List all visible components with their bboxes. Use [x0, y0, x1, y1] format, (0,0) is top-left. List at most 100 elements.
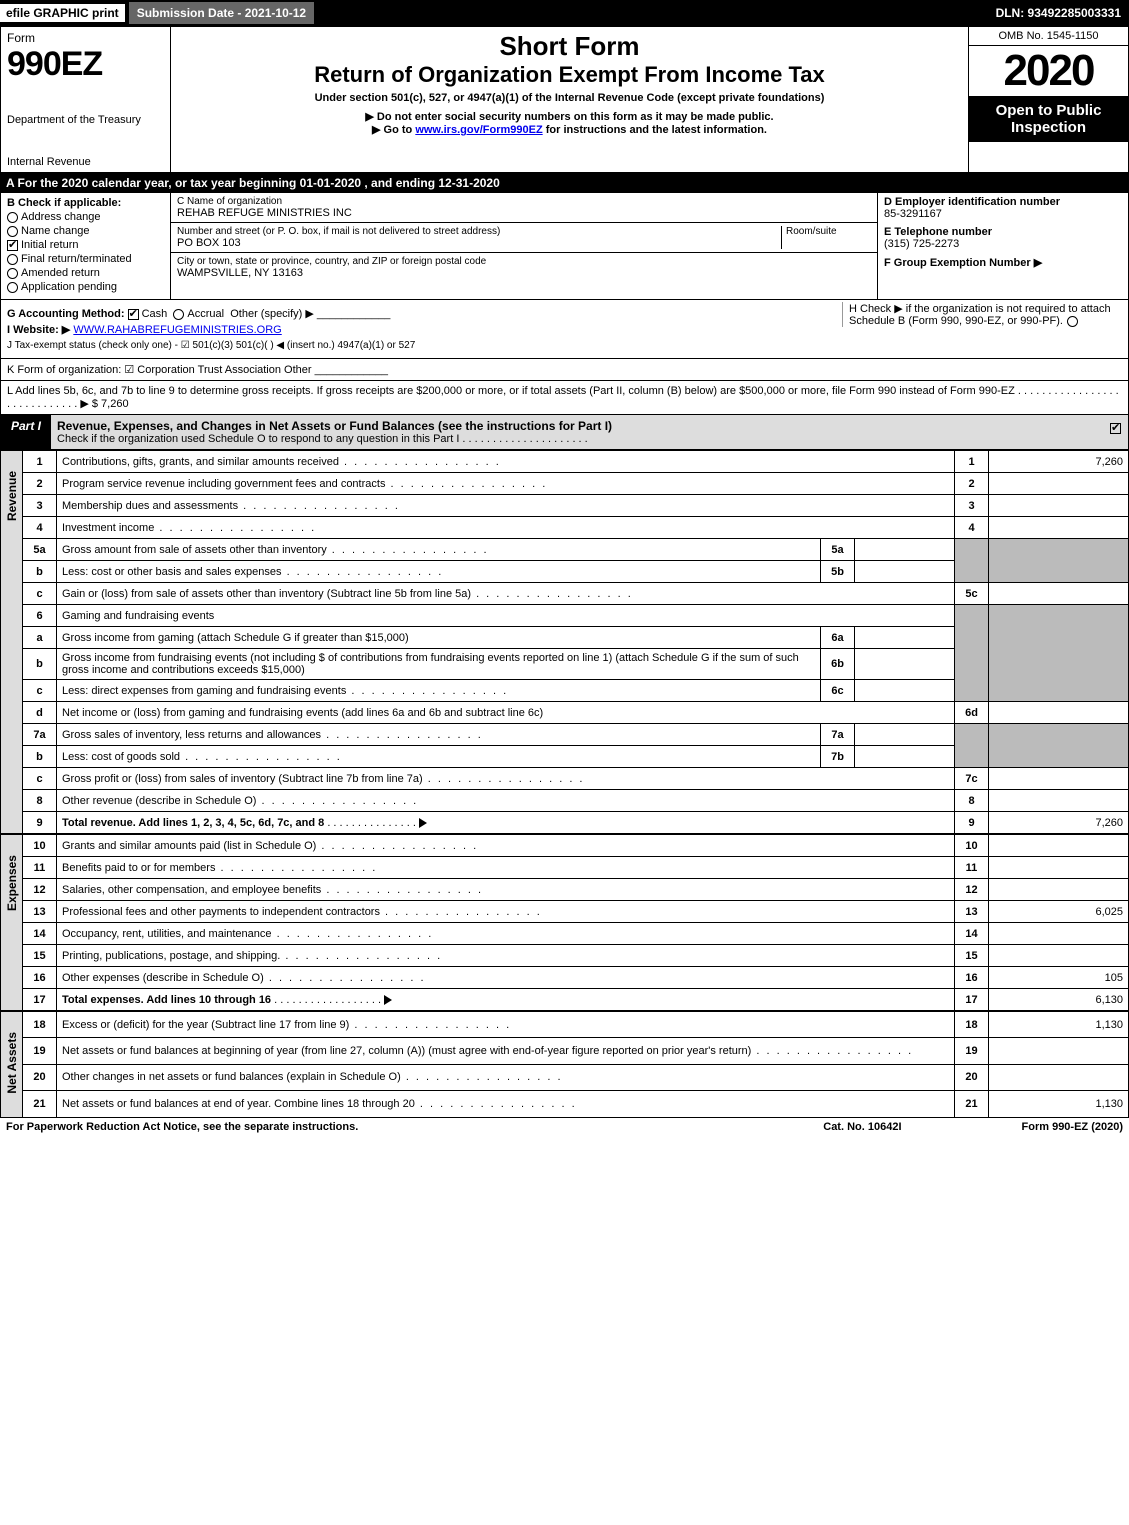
line-6c-subamt	[855, 680, 955, 702]
short-form-title: Short Form	[179, 31, 960, 62]
line-3-amt	[989, 495, 1129, 517]
header-right: OMB No. 1545-1150 2020 Open to Public In…	[968, 27, 1128, 172]
expenses-label: Expenses	[0, 834, 22, 1011]
line-19-amt	[989, 1038, 1129, 1064]
section-ghij: H Check ▶ if the organization is not req…	[0, 300, 1129, 359]
under-section: Under section 501(c), 527, or 4947(a)(1)…	[179, 92, 960, 104]
c-city-value: WAMPSVILLE, NY 13163	[177, 267, 871, 279]
page-footer: For Paperwork Reduction Act Notice, see …	[0, 1118, 1129, 1136]
row-a-tax-year: A For the 2020 calendar year, or tax yea…	[0, 173, 1129, 193]
line-8-desc: Other revenue (describe in Schedule O)	[57, 790, 955, 812]
expenses-section: Expenses 10Grants and similar amounts pa…	[0, 834, 1129, 1011]
goto-line: ▶ Go to www.irs.gov/Form990EZ for instru…	[179, 123, 960, 136]
net-assets-section: Net Assets 18Excess or (deficit) for the…	[0, 1011, 1129, 1118]
c-name-value: REHAB REFUGE MINISTRIES INC	[177, 207, 871, 219]
irs-link[interactable]: www.irs.gov/Form990EZ	[415, 124, 542, 136]
cb-name-change[interactable]: Name change	[7, 225, 164, 237]
dln: DLN: 93492285003331	[988, 2, 1129, 24]
open-to-public: Open to Public Inspection	[969, 96, 1128, 142]
header-mid: Short Form Return of Organization Exempt…	[171, 27, 968, 172]
b-header: B Check if applicable:	[7, 197, 121, 209]
part-i-header: Part I Revenue, Expenses, and Changes in…	[0, 415, 1129, 450]
line-1-desc: Contributions, gifts, grants, and simila…	[57, 451, 955, 473]
cb-amended-return[interactable]: Amended return	[7, 267, 164, 279]
e-tel-value: (315) 725-2273	[884, 238, 1122, 250]
internal-revenue: Internal Revenue	[7, 156, 164, 168]
footer-mid: Cat. No. 10642I	[823, 1121, 901, 1133]
cb-final-return[interactable]: Final return/terminated	[7, 253, 164, 265]
line-7b-desc: Less: cost of goods sold	[57, 746, 821, 768]
cb-cash[interactable]	[128, 309, 139, 320]
form-header: Form 990EZ Department of the Treasury In…	[0, 26, 1129, 173]
line-11-desc: Benefits paid to or for members	[57, 857, 955, 879]
line-18-amt: 1,130	[989, 1012, 1129, 1038]
d-ein-value: 85-3291167	[884, 208, 1122, 220]
top-bar: efile GRAPHIC print Submission Date - 20…	[0, 0, 1129, 26]
line-9-amt: 7,260	[989, 812, 1129, 834]
revenue-section: Revenue 1Contributions, gifts, grants, a…	[0, 450, 1129, 834]
footer-right: Form 990-EZ (2020)	[1022, 1121, 1123, 1133]
line-2-desc: Program service revenue including govern…	[57, 473, 955, 495]
line-11-amt	[989, 857, 1129, 879]
part-i-checkbox[interactable]	[1106, 415, 1128, 449]
cb-address-change[interactable]: Address change	[7, 211, 164, 223]
tax-year: 2020	[969, 46, 1128, 96]
net-assets-label: Net Assets	[0, 1011, 22, 1118]
line-15-amt	[989, 945, 1129, 967]
line-7b-subamt	[855, 746, 955, 768]
col-b-checkboxes: B Check if applicable: Address change Na…	[1, 193, 171, 299]
line-5c-amt	[989, 583, 1129, 605]
part-i-title: Revenue, Expenses, and Changes in Net As…	[51, 415, 1106, 449]
j-tax-exempt: J Tax-exempt status (check only one) - ☑…	[7, 339, 1122, 351]
arrow-icon	[419, 818, 427, 828]
line-17-amt: 6,130	[989, 989, 1129, 1011]
website-link[interactable]: WWW.RAHABREFUGEMINISTRIES.ORG	[73, 324, 281, 336]
header-left: Form 990EZ Department of the Treasury In…	[1, 27, 171, 172]
cb-accrual[interactable]	[173, 309, 184, 320]
h-schedule-b: H Check ▶ if the organization is not req…	[842, 302, 1122, 327]
line-18-desc: Excess or (deficit) for the year (Subtra…	[57, 1012, 955, 1038]
line-4-desc: Investment income	[57, 517, 955, 539]
arrow-icon	[384, 995, 392, 1005]
cb-initial-return[interactable]: Initial return	[7, 239, 164, 251]
line-12-desc: Salaries, other compensation, and employ…	[57, 879, 955, 901]
line-9-desc: Total revenue. Add lines 1, 2, 3, 4, 5c,…	[57, 812, 955, 834]
line-7a-desc: Gross sales of inventory, less returns a…	[57, 724, 821, 746]
col-c-org-info: C Name of organization REHAB REFUGE MINI…	[171, 193, 878, 299]
line-3-desc: Membership dues and assessments	[57, 495, 955, 517]
c-addr-label: Number and street (or P. O. box, if mail…	[177, 226, 781, 237]
cb-application-pending[interactable]: Application pending	[7, 281, 164, 293]
col-d-ein-phone: D Employer identification number 85-3291…	[878, 193, 1128, 299]
submission-date: Submission Date - 2021-10-12	[129, 2, 314, 24]
line-6a-desc: Gross income from gaming (attach Schedul…	[57, 627, 821, 649]
line-14-amt	[989, 923, 1129, 945]
line-14-desc: Occupancy, rent, utilities, and maintena…	[57, 923, 955, 945]
line-5b-desc: Less: cost or other basis and sales expe…	[57, 561, 821, 583]
form-title: Return of Organization Exempt From Incom…	[179, 62, 960, 88]
line-5c-desc: Gain or (loss) from sale of assets other…	[57, 583, 955, 605]
goto-pre: ▶ Go to	[372, 124, 415, 136]
c-addr-value: PO BOX 103	[177, 237, 781, 249]
line-7c-desc: Gross profit or (loss) from sales of inv…	[57, 768, 955, 790]
revenue-label: Revenue	[0, 450, 22, 834]
line-21-desc: Net assets or fund balances at end of ye…	[57, 1091, 955, 1117]
line-20-amt	[989, 1064, 1129, 1090]
net-assets-table: 18Excess or (deficit) for the year (Subt…	[22, 1011, 1129, 1118]
footer-left: For Paperwork Reduction Act Notice, see …	[6, 1121, 823, 1133]
ssn-warning: ▶ Do not enter social security numbers o…	[179, 110, 960, 123]
part-i-tab: Part I	[1, 415, 51, 449]
line-4-amt	[989, 517, 1129, 539]
line-16-amt: 105	[989, 967, 1129, 989]
line-15-desc: Printing, publications, postage, and shi…	[57, 945, 955, 967]
line-5a-subamt	[855, 539, 955, 561]
k-form-org: K Form of organization: ☑ Corporation Tr…	[0, 359, 1129, 381]
line-20-desc: Other changes in net assets or fund bala…	[57, 1064, 955, 1090]
line-6-desc: Gaming and fundraising events	[57, 605, 955, 627]
goto-post: for instructions and the latest informat…	[546, 124, 767, 136]
revenue-table: 1Contributions, gifts, grants, and simil…	[22, 450, 1129, 834]
line-21-amt: 1,130	[989, 1091, 1129, 1117]
omb-number: OMB No. 1545-1150	[969, 27, 1128, 46]
c-room-label: Room/suite	[786, 226, 871, 237]
line-13-amt: 6,025	[989, 901, 1129, 923]
line-16-desc: Other expenses (describe in Schedule O)	[57, 967, 955, 989]
